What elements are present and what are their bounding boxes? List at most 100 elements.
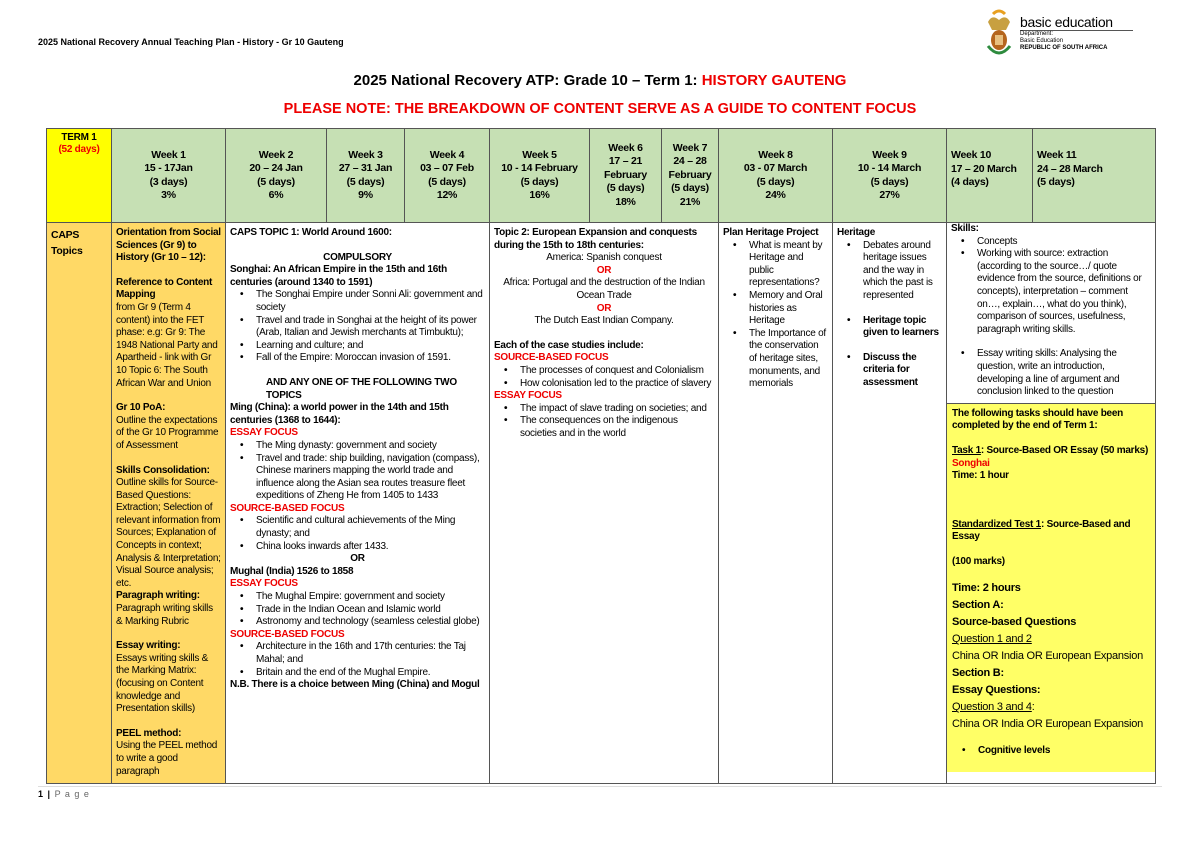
text-line: Songhai: An African Empire in the 15th a… — [230, 264, 485, 289]
block-text: Travel and trade: ship building, navigat… — [256, 452, 480, 502]
text-line: Essays writing skills & the Marking Matr… — [116, 653, 221, 716]
spacer — [116, 628, 221, 640]
bullet-item: Astronomy and technology (seamless celes… — [230, 616, 485, 629]
week-days: (5 days) — [756, 175, 795, 188]
block-text: The following tasks should have been com… — [952, 407, 1124, 432]
text-line: Question 3 and 4: — [952, 699, 1150, 716]
block-text: Essay Questions: — [952, 684, 1041, 697]
block-text: Reference to Content Mapping — [116, 276, 213, 301]
bullet-item: Travel and trade in Songhai at the heigh… — [230, 315, 485, 340]
week-header-7: Week 7 24 – 28 February (5 days) 21% — [661, 128, 719, 223]
coat-of-arms-icon — [986, 9, 1012, 55]
bullet-item: Learning and culture; and — [230, 340, 485, 353]
spacer — [837, 303, 942, 315]
block-text: Cognitive levels — [978, 745, 1051, 757]
block-text: The Dutch East Indian Company. — [534, 315, 674, 327]
content-note: PLEASE NOTE: THE BREAKDOWN OF CONTENT SE… — [283, 101, 917, 117]
block-text: Question 3 and 4 — [952, 701, 1032, 714]
text-line: Paragraph writing: — [116, 590, 221, 603]
text-line: Heritage — [837, 227, 942, 240]
bullet-item: Travel and trade: ship building, navigat… — [230, 453, 485, 503]
block-text: from Gr 9 (Term 4 content) into the FET … — [116, 301, 218, 389]
block-text: Using the PEEL method to write a good pa… — [116, 740, 218, 777]
bullet-item: The Songhai Empire under Sonni Ali: gove… — [230, 289, 485, 314]
week-days: (3 days) — [149, 175, 188, 188]
text-line: China OR India OR European Expansion — [952, 716, 1150, 733]
week-days: (5 days) — [257, 175, 295, 188]
term-cell: TERM 1 (52 days) — [46, 128, 112, 223]
block-text: SOURCE-BASED FOCUS — [494, 352, 609, 364]
block-text: Time: 1 hour — [952, 470, 1009, 482]
text-line: N.B. There is a choice between Ming (Chi… — [230, 679, 485, 692]
block-text: Time: 2 hours — [952, 582, 1021, 595]
week-header-10: Week 10 17 – 20 March (4 days) — [946, 128, 1033, 223]
week-week: Week 4 — [429, 148, 465, 161]
block-text: Travel and trade in Songhai at the heigh… — [256, 314, 477, 339]
term-days: (52 days) — [58, 144, 100, 155]
block-text: The Ming dynasty: government and society — [256, 439, 437, 451]
week-week: Week 6 — [608, 141, 643, 154]
week-dates: 17 – 20 March — [951, 162, 1017, 175]
title-text: 2025 National Recovery ATP: Grade 10 – T… — [353, 72, 702, 89]
week-header-6: Week 6 17 – 21 February (5 days) 18% — [589, 128, 662, 223]
bullet-item: Memory and Oral histories as Heritage — [723, 290, 828, 328]
block-text: SOURCE-BASED FOCUS — [230, 628, 345, 640]
week-pct: 3% — [161, 189, 176, 201]
block-text: OR — [596, 264, 612, 276]
spacer — [952, 568, 1150, 580]
bullet-item: Working with source: extraction (accordi… — [951, 248, 1151, 336]
week-dates: 27 – 31 Jan — [338, 162, 393, 174]
text-line: (100 marks) — [952, 556, 1150, 569]
text-line: Each of the case studies include: — [494, 340, 714, 353]
week-dates: 24 – 28 February — [668, 155, 712, 181]
week-week: Week 11 — [1037, 149, 1077, 161]
block-text: The impact of slave trading on societies… — [520, 402, 707, 414]
week-dates: 24 – 28 March — [1037, 162, 1103, 175]
week-days: (5 days) — [1037, 176, 1075, 188]
bullet-item: China looks inwards after 1433. — [230, 541, 485, 554]
block-text: Astronomy and technology (seamless celes… — [256, 616, 480, 628]
week-pct: 27% — [879, 189, 900, 201]
block-text: ESSAY FOCUS — [230, 578, 298, 590]
bullet-item: Discuss the criteria for assessment — [837, 352, 942, 390]
text-line: Mughal (India) 1526 to 1858 — [230, 566, 485, 579]
week-header-8: Week 8 03 - 07 March (5 days) 24% — [718, 128, 833, 223]
focus-heading: SOURCE-BASED FOCUS — [230, 629, 485, 642]
block-text: Concepts — [977, 235, 1018, 247]
block-text: COMPULSORY — [323, 251, 392, 263]
week-week: Week 10 — [951, 149, 992, 161]
spacer — [952, 433, 1150, 445]
text-line: Reference to Content Mapping — [116, 277, 221, 302]
block-text: Fall of the Empire: Moroccan invasion of… — [256, 352, 451, 364]
block-text: The processes of conquest and Colonialis… — [520, 364, 704, 376]
bullet-item: Scientific and cultural achievements of … — [230, 515, 485, 540]
block-text: Architecture in the 16th and 17th centur… — [256, 641, 466, 665]
week-week: Week 8 — [758, 148, 793, 161]
block-text: Section A: — [952, 599, 1004, 612]
focus-heading: OR — [494, 303, 714, 316]
bullet-item: Heritage topic given to learners — [837, 315, 942, 340]
bullet-item: Essay writing skills: Analysing the ques… — [951, 348, 1151, 398]
text-line: Gr 10 PoA: — [116, 402, 221, 415]
week-days: (4 days) — [951, 176, 989, 188]
week-days: (5 days) — [606, 182, 645, 195]
block-text: PEEL method: — [116, 727, 182, 739]
week-dates: 03 – 07 Feb — [420, 162, 474, 174]
bullet-item: The Ming dynasty: government and society — [230, 440, 485, 453]
block-text: CAPS TOPIC 1: World Around 1600: — [230, 227, 392, 238]
block-text: Paragraph writing skills & Marking Rubri… — [116, 603, 213, 627]
block-text: Songhai: An African Empire in the 15th a… — [230, 264, 447, 288]
spacer — [951, 336, 1151, 348]
block-text: The Mughal Empire: government and societ… — [256, 591, 445, 603]
block-text: The Importance of the conservation of he… — [749, 327, 826, 390]
page-label: P a g e — [54, 789, 90, 799]
bullet-item: Cognitive levels — [952, 745, 1150, 758]
spacer — [494, 328, 714, 340]
text-line: Paragraph writing skills & Marking Rubri… — [116, 603, 221, 628]
text-line: Ming (China): a world power in the 14th … — [230, 402, 485, 427]
term-label: TERM 1 — [61, 132, 97, 143]
week-week: Week 5 — [522, 148, 557, 161]
week-dates: 10 - 14 March — [857, 162, 922, 174]
week-week: Week 1 — [151, 148, 186, 161]
block-text: What is meant by Heritage and public rep… — [749, 239, 823, 289]
